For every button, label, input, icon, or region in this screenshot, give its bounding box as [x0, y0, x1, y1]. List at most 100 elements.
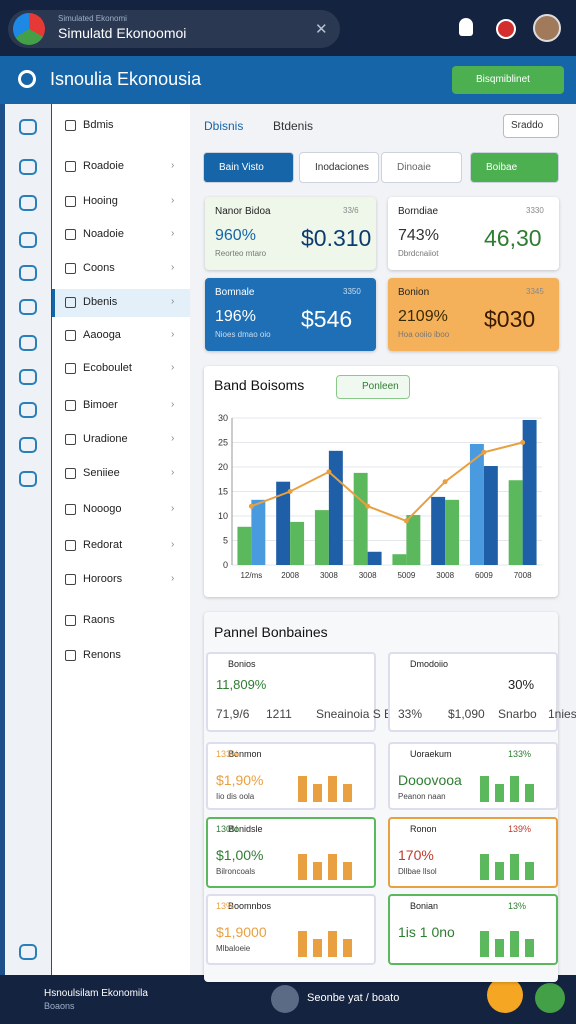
panel-card-value: 130% — [216, 824, 240, 834]
stat-amount: $546 — [301, 306, 353, 332]
sidebar-item[interactable]: Ecoboulet — [83, 362, 132, 374]
sidebar-item[interactable]: Bdmis — [83, 119, 114, 131]
header-button[interactable] — [452, 66, 564, 94]
action-button[interactable] — [381, 152, 462, 183]
mini-bar — [525, 939, 534, 957]
y-tick-label: 15 — [218, 487, 228, 497]
sidebar-item[interactable]: Uradione — [83, 433, 128, 445]
bar — [406, 515, 421, 565]
mini-bar — [313, 862, 322, 880]
panel-card-text: $1,090 — [448, 707, 485, 721]
y-tick-label: 5 — [223, 536, 228, 546]
bottom-status: Seonbe yat / boato — [307, 992, 400, 1004]
mini-bar — [343, 862, 352, 880]
stat-sub: Nioes dmao oio — [215, 330, 271, 339]
sidebar-item[interactable]: Hooing — [83, 195, 118, 207]
app-pill[interactable] — [8, 10, 340, 48]
panel-card-text: Snarbo — [498, 707, 537, 721]
stat-label: Bonion — [398, 287, 430, 298]
stat-card — [205, 278, 376, 351]
sidebar-icon — [65, 574, 76, 585]
user-icon[interactable] — [459, 18, 473, 36]
fab[interactable] — [487, 977, 523, 1013]
line-point — [442, 479, 448, 485]
mini-bar — [328, 776, 337, 802]
line-point — [365, 503, 371, 509]
line — [251, 441, 523, 523]
sidebar-item[interactable]: Nooogo — [83, 503, 122, 515]
header-button-label: Bisqmiblinet — [476, 74, 530, 85]
tab[interactable]: Btdenis — [273, 119, 314, 133]
rail-icon — [19, 299, 37, 315]
rail-icon — [19, 335, 37, 351]
stat-sub: Reorteo mtaro — [215, 249, 267, 258]
sidebar-item[interactable]: Coons — [83, 262, 115, 274]
panel-card-value: 13% — [216, 901, 235, 911]
action-label: Dinoaie — [397, 162, 431, 173]
sidebar-item[interactable]: Raons — [83, 614, 115, 626]
fab-close[interactable] — [535, 983, 565, 1013]
action-button[interactable] — [470, 152, 559, 183]
tab-button[interactable] — [503, 114, 559, 138]
rail-icon — [19, 944, 37, 960]
sidebar-item[interactable]: Redorat — [83, 539, 123, 551]
sidebar-item[interactable]: Dbenis — [83, 296, 118, 308]
bar — [328, 450, 343, 565]
bottom-icon[interactable] — [271, 985, 299, 1013]
chart-title: Band Boisoms — [214, 377, 305, 393]
x-tick-label: 7008 — [514, 571, 532, 580]
mini-bar — [510, 931, 519, 957]
stat-meta: 3330 — [526, 206, 544, 215]
sidebar-item[interactable]: Seniiee — [83, 467, 120, 479]
line-point — [287, 489, 293, 494]
chevron: › — [171, 195, 175, 206]
stat-label: Nanor Bidoa — [215, 206, 271, 217]
stat-meta: 3350 — [343, 287, 361, 296]
panel-card-text: 1is 1 0no — [398, 924, 455, 940]
sidebar-item[interactable]: Horoors — [83, 573, 123, 585]
bar — [237, 526, 252, 565]
close-button[interactable]: ✕ — [315, 21, 328, 38]
alert-icon[interactable] — [496, 19, 516, 39]
panel-card-title: Boomnbos — [228, 901, 272, 911]
panel-card-text: Dllbae llsol — [398, 867, 437, 876]
x-tick-label: 3008 — [320, 571, 338, 580]
panel-card-text: 170% — [398, 847, 434, 863]
y-tick-label: 20 — [218, 462, 228, 472]
search-icon[interactable] — [18, 70, 36, 88]
tab[interactable]: Dbisnis — [204, 119, 244, 133]
avatar[interactable] — [533, 14, 561, 42]
sidebar-icon — [65, 196, 76, 207]
chevron: › — [171, 329, 175, 340]
tab-button-label: Sraddo — [511, 120, 544, 131]
sidebar-item[interactable]: Noadoie — [83, 228, 124, 240]
action-button[interactable] — [299, 152, 379, 183]
panel-card — [388, 742, 558, 810]
sidebar-item[interactable]: Bimoer — [83, 399, 118, 411]
panel-card-text: Peanon naan — [398, 792, 446, 801]
stat-value: 196% — [215, 308, 256, 325]
sidebar-icon — [65, 540, 76, 551]
x-tick-label: 2008 — [281, 571, 299, 580]
icon-rail — [5, 104, 51, 975]
action-label: Bain Visto — [219, 162, 264, 173]
sidebar-item[interactable]: Aaooga — [83, 329, 121, 341]
sidebar-item[interactable]: Roadoie — [83, 160, 124, 172]
chevron: › — [171, 228, 175, 239]
bottom-bar: Hsnoulsilam Ekonomila Boaons Seonbe yat … — [0, 975, 576, 1024]
mini-bar — [480, 776, 489, 802]
line-point — [326, 469, 332, 475]
chevron: › — [171, 539, 175, 550]
action-button[interactable] — [203, 152, 294, 183]
mini-bar — [313, 939, 322, 957]
chart-badge — [336, 375, 410, 399]
mini-bar — [313, 784, 322, 802]
sidebar-icon — [65, 615, 76, 626]
chart: 0 5 10 15 20 25 30 12/ms 2008 3008 3008 5009 3008 600… — [218, 413, 542, 580]
bar — [508, 480, 523, 565]
sidebar-item[interactable]: Renons — [83, 649, 121, 661]
bar — [445, 499, 460, 565]
mini-bar — [525, 862, 534, 880]
sidebar-icon — [65, 400, 76, 411]
